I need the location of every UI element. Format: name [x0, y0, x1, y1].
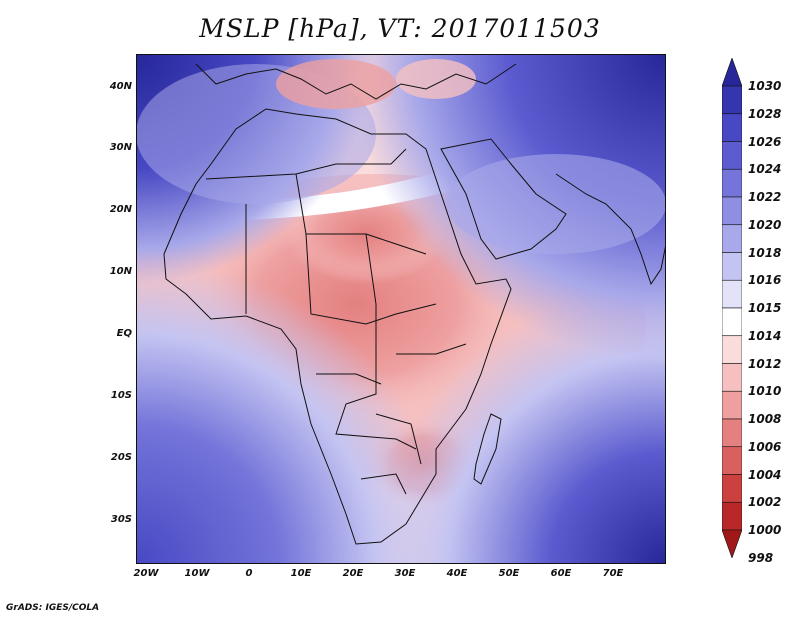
colorbar-bin-2 — [722, 113, 742, 142]
africa-coastline — [163, 108, 512, 545]
colorbar-bin-15 — [722, 474, 742, 503]
colorbar-label-1028: 1028 — [748, 106, 782, 121]
lat-label-10s: 10S — [110, 390, 132, 401]
colorbar-label-1004: 1004 — [748, 467, 782, 482]
colorbar-bin-8 — [722, 279, 742, 309]
colorbar-bin-1 — [722, 85, 742, 115]
colorbar-label-1030: 1030 — [748, 79, 782, 93]
colorbar-bin-0 — [722, 58, 742, 87]
lat-label-30n: 30N — [109, 142, 132, 153]
asia-coastline — [555, 173, 666, 286]
lon-label-70e: 70E — [602, 568, 624, 579]
colorbar-bin-17 — [722, 529, 742, 558]
colorbar-bin-10 — [722, 335, 742, 364]
colorbar-label-1016: 1016 — [748, 273, 782, 288]
lon-label-20e: 20E — [342, 568, 364, 579]
lat-label-20s: 20S — [110, 452, 132, 463]
colorbar — [722, 58, 742, 558]
lat-label-eq: EQ — [116, 328, 132, 339]
colorbar-label-1014: 1014 — [748, 328, 782, 343]
colorbar-label-998: 998 — [748, 550, 774, 565]
colorbar-bin-12 — [722, 390, 742, 420]
colorbar-label-1008: 1008 — [748, 412, 782, 426]
lon-label-20w: 20W — [133, 568, 159, 579]
colorbar-bin-16 — [722, 501, 742, 531]
lat-label-30s: 30S — [110, 514, 132, 525]
lon-label-30e: 30E — [394, 568, 416, 579]
colorbar-bin-6 — [722, 224, 742, 253]
lon-label-10w: 10W — [184, 568, 210, 579]
colorbar-label-1002: 1002 — [748, 495, 782, 510]
lon-label-0: 0 — [245, 568, 253, 579]
colorbar-bin-11 — [722, 363, 742, 392]
colorbar-bin-3 — [722, 141, 742, 170]
colorbar-bin-5 — [722, 196, 742, 226]
colorbar-bin-4 — [722, 168, 742, 198]
grads-credit: GrADS: IGES/COLA — [6, 603, 100, 613]
colorbar-label-1006: 1006 — [748, 439, 782, 454]
lat-label-40n: 40N — [109, 81, 132, 92]
colorbar-bin-9 — [722, 307, 742, 337]
colorbar-label-1015: 1015 — [748, 301, 782, 315]
colorbar-bin-13 — [722, 418, 742, 448]
colorbar-label-1018: 1018 — [748, 245, 782, 260]
madagascar-coastline — [473, 413, 502, 485]
lat-label-20n: 20N — [109, 204, 132, 215]
colorbar-label-1000: 1000 — [748, 523, 782, 537]
lat-label-10n: 10N — [109, 266, 132, 277]
colorbar-label-1024: 1024 — [748, 162, 782, 177]
map-title: MSLP [hPa], VT: 2017011503 — [199, 14, 601, 43]
europe-coastline — [195, 63, 517, 100]
lon-label-10e: 10E — [290, 568, 312, 579]
colorbar-label-1022: 1022 — [748, 190, 782, 204]
colorbar-bin-7 — [722, 252, 742, 281]
colorbar-label-1010: 1010 — [748, 384, 782, 399]
lon-label-50e: 50E — [498, 568, 520, 579]
arabia-coastline — [440, 138, 567, 260]
colorbar-label-1012: 1012 — [748, 356, 782, 371]
pressure-map — [136, 54, 666, 564]
lon-label-60e: 60E — [550, 568, 572, 579]
lon-label-40e: 40E — [446, 568, 468, 579]
colorbar-label-1020: 1020 — [748, 217, 782, 232]
colorbar-label-1026: 1026 — [748, 134, 782, 149]
colorbar-bin-14 — [722, 446, 742, 475]
